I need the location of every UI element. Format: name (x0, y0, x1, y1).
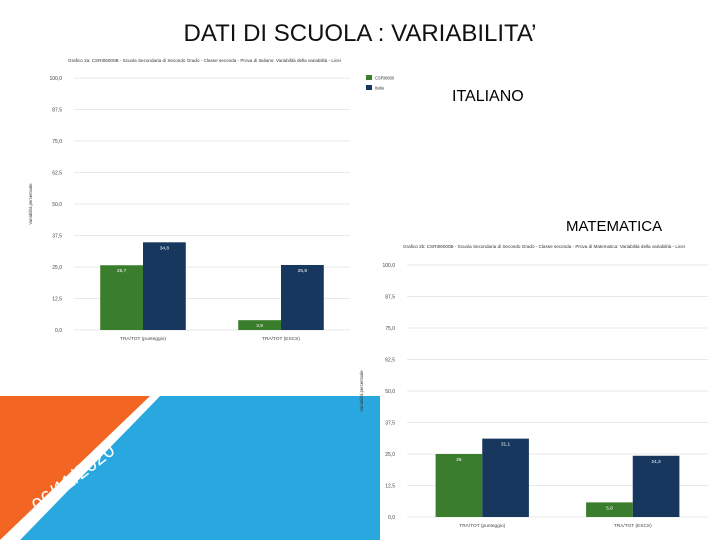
y-tick-label: 0,0 (55, 328, 62, 334)
y-axis-label: Variabilità percentuale (359, 370, 364, 412)
y-tick-label: 75,0 (52, 139, 62, 145)
data-label: 25,7 (117, 268, 127, 274)
data-label: 5,8 (606, 505, 613, 511)
y-tick-label: 37,5 (385, 421, 395, 427)
x-tick-label: TRA/TOT (ESCS) (614, 523, 652, 529)
bar (632, 455, 680, 517)
page-title: DATI DI SCUOLA : VARIABILITA’ (183, 20, 537, 47)
y-axis-label: Variabilità percentuale (28, 183, 33, 225)
legend-label: Italia (375, 86, 385, 91)
bar (435, 454, 483, 517)
y-tick-label: 75,0 (385, 326, 395, 332)
label-matematica: MATEMATICA (566, 218, 663, 235)
blue-triangle (20, 396, 380, 540)
data-label: 31,1 (501, 442, 511, 448)
chart-title: Grafico 2a: CSRI06000B - Scuola Secondar… (68, 58, 341, 63)
legend-swatch (366, 85, 372, 90)
y-tick-label: 25,0 (52, 265, 62, 271)
y-tick-label: 12,5 (385, 484, 395, 490)
legend-swatch (366, 75, 372, 80)
bar (281, 264, 324, 330)
bar (482, 438, 529, 517)
y-tick-label: 87,5 (385, 295, 395, 301)
y-tick-label: 100,0 (49, 76, 62, 82)
y-tick-label: 25,0 (385, 452, 395, 458)
chart-matematica: Grafico 2b: CSRI06000B - Scuola Secondar… (359, 244, 708, 529)
chart-title: Grafico 2b: CSRI06000B - Scuola Secondar… (403, 244, 685, 249)
bar (238, 320, 281, 330)
legend-label: CSRI06000B (375, 76, 394, 81)
y-tick-label: 62,5 (52, 171, 62, 177)
y-tick-label: 0,0 (388, 515, 395, 521)
y-tick-label: 50,0 (385, 389, 395, 395)
y-tick-label: 87,5 (52, 108, 62, 114)
x-tick-label: TRA/TOT (punteggio) (459, 523, 505, 529)
label-italiano: ITALIANO (452, 88, 524, 105)
y-tick-label: 50,0 (52, 202, 62, 208)
bar (143, 242, 186, 330)
chart-italiano: Grafico 2a: CSRI06000B - Scuola Secondar… (28, 58, 394, 342)
y-tick-label: 100,0 (382, 263, 395, 269)
data-label: 25 (456, 457, 462, 463)
x-tick-label: TRA/TOT (ESCS) (262, 336, 300, 342)
data-label: 25,8 (298, 268, 308, 274)
y-tick-label: 37,5 (52, 234, 62, 240)
data-label: 34,8 (160, 245, 170, 251)
bar (586, 502, 633, 517)
x-tick-label: TRA/TOT (punteggio) (120, 336, 166, 342)
bar (100, 265, 143, 330)
y-tick-label: 12,5 (52, 297, 62, 303)
data-label: 24,3 (651, 459, 661, 465)
y-tick-label: 62,5 (385, 358, 395, 364)
white-wedge (0, 396, 160, 540)
data-label: 3,9 (256, 323, 263, 329)
